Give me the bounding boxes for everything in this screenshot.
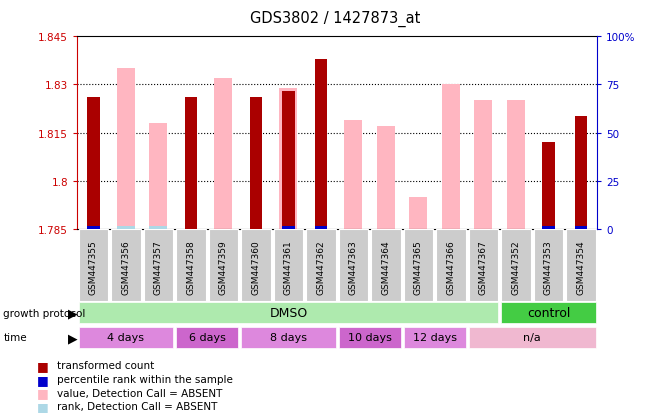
FancyBboxPatch shape [79, 229, 108, 301]
Text: time: time [3, 332, 27, 343]
Text: 8 days: 8 days [270, 332, 307, 343]
FancyBboxPatch shape [209, 229, 238, 301]
FancyBboxPatch shape [534, 229, 563, 301]
Bar [575, 117, 587, 229]
Text: GSM447364: GSM447364 [381, 240, 391, 294]
Text: GDS3802 / 1427873_at: GDS3802 / 1427873_at [250, 10, 421, 26]
FancyBboxPatch shape [242, 328, 336, 348]
FancyBboxPatch shape [404, 229, 433, 301]
FancyBboxPatch shape [469, 229, 498, 301]
FancyBboxPatch shape [566, 229, 596, 301]
Text: GSM447358: GSM447358 [187, 240, 195, 294]
Bar [117, 69, 135, 229]
Bar [117, 227, 135, 229]
FancyBboxPatch shape [339, 328, 401, 348]
Bar [250, 98, 262, 229]
Bar [542, 143, 555, 229]
FancyBboxPatch shape [176, 328, 238, 348]
Text: ■: ■ [37, 373, 49, 386]
FancyBboxPatch shape [469, 328, 596, 348]
Text: control: control [527, 306, 570, 319]
Bar [87, 98, 99, 229]
Text: 6 days: 6 days [189, 332, 225, 343]
Text: rank, Detection Call = ABSENT: rank, Detection Call = ABSENT [57, 401, 217, 411]
Text: GSM447363: GSM447363 [349, 240, 358, 294]
Text: GSM447352: GSM447352 [511, 240, 521, 294]
FancyBboxPatch shape [79, 328, 173, 348]
Text: 12 days: 12 days [413, 332, 457, 343]
FancyBboxPatch shape [111, 229, 140, 301]
Text: ▶: ▶ [68, 331, 77, 344]
Bar [377, 127, 395, 229]
Text: ■: ■ [37, 359, 49, 372]
Bar [150, 227, 167, 229]
Text: GSM447362: GSM447362 [317, 240, 325, 294]
Text: growth protocol: growth protocol [3, 308, 86, 318]
Bar [507, 101, 525, 229]
FancyBboxPatch shape [501, 303, 596, 323]
Bar [150, 123, 167, 229]
Bar [87, 227, 99, 229]
Text: GSM447361: GSM447361 [284, 240, 293, 294]
Text: GSM447356: GSM447356 [121, 240, 130, 294]
Bar [315, 59, 327, 229]
Text: 4 days: 4 days [107, 332, 144, 343]
Bar [344, 121, 362, 229]
FancyBboxPatch shape [176, 229, 205, 301]
Bar [542, 227, 555, 229]
Text: GSM447366: GSM447366 [446, 240, 456, 294]
FancyBboxPatch shape [501, 229, 531, 301]
Text: ■: ■ [37, 400, 49, 413]
FancyBboxPatch shape [79, 303, 498, 323]
Text: GSM447357: GSM447357 [154, 240, 163, 294]
Bar [282, 227, 295, 229]
Bar [409, 197, 427, 229]
Text: value, Detection Call = ABSENT: value, Detection Call = ABSENT [57, 388, 222, 398]
Bar [280, 88, 297, 229]
Text: GSM447360: GSM447360 [252, 240, 260, 294]
Text: GSM447354: GSM447354 [576, 240, 585, 294]
Text: ■: ■ [37, 386, 49, 399]
Text: 10 days: 10 days [348, 332, 392, 343]
Bar [575, 227, 587, 229]
Bar [215, 79, 232, 229]
Bar [185, 98, 197, 229]
Bar [474, 101, 493, 229]
Bar [315, 227, 327, 229]
Text: GSM447365: GSM447365 [414, 240, 423, 294]
Bar [442, 85, 460, 229]
FancyBboxPatch shape [242, 229, 270, 301]
Text: transformed count: transformed count [57, 361, 154, 370]
FancyBboxPatch shape [371, 229, 401, 301]
FancyBboxPatch shape [404, 328, 466, 348]
Text: ▶: ▶ [68, 306, 77, 319]
Text: GSM447355: GSM447355 [89, 240, 98, 294]
FancyBboxPatch shape [306, 229, 336, 301]
Text: GSM447359: GSM447359 [219, 240, 228, 294]
Text: DMSO: DMSO [269, 306, 307, 319]
Text: percentile rank within the sample: percentile rank within the sample [57, 374, 233, 384]
FancyBboxPatch shape [144, 229, 173, 301]
FancyBboxPatch shape [436, 229, 466, 301]
FancyBboxPatch shape [274, 229, 303, 301]
Text: n/a: n/a [523, 332, 541, 343]
Text: GSM447367: GSM447367 [479, 240, 488, 294]
FancyBboxPatch shape [339, 229, 368, 301]
Bar [282, 92, 295, 229]
Text: GSM447353: GSM447353 [544, 240, 553, 294]
